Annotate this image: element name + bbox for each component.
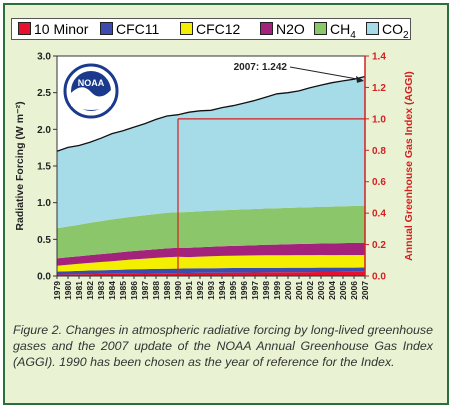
x-tick-label: 1983 bbox=[96, 281, 106, 300]
x-tick-label: 1987 bbox=[140, 281, 150, 300]
legend-swatch-co2 bbox=[366, 22, 379, 35]
x-tick-label: 1994 bbox=[217, 281, 227, 300]
noaa-logo: NOAA bbox=[62, 62, 120, 120]
legend-label-n2o: N2O bbox=[276, 21, 305, 37]
legend-label-cfc11: CFC11 bbox=[116, 21, 160, 37]
left-tick-label: 0.5 bbox=[37, 235, 51, 246]
right-tick-label: 0.8 bbox=[372, 146, 386, 157]
x-tick-label: 1997 bbox=[250, 281, 260, 300]
x-tick-label: 2006 bbox=[349, 281, 359, 300]
x-tick-label: 2003 bbox=[316, 281, 326, 300]
x-tick-label: 1984 bbox=[107, 281, 117, 300]
noaa-bird-icon bbox=[71, 87, 111, 110]
legend-swatch-cfc11 bbox=[100, 22, 113, 35]
figure-caption: Figure 2. Changes in atmospheric radiati… bbox=[13, 323, 433, 369]
legend-item-10-minor: 10 Minor bbox=[18, 21, 88, 37]
x-tick-label: 1982 bbox=[85, 281, 95, 300]
chart-legend: 10 Minor CFC11 CFC12 N2O CH4 CO2 bbox=[11, 18, 411, 41]
legend-item-co2: CO2 bbox=[366, 21, 409, 41]
left-tick-label: 2.5 bbox=[37, 88, 51, 99]
x-tick-label: 1985 bbox=[118, 281, 128, 300]
right-tick-label: 0.6 bbox=[372, 177, 386, 188]
area-ch4 bbox=[57, 205, 365, 259]
legend-label-cfc12: CFC12 bbox=[196, 21, 241, 37]
left-tick-label: 1.0 bbox=[37, 198, 51, 209]
legend-swatch-ch4 bbox=[314, 22, 327, 35]
right-tick-label: 1.0 bbox=[372, 114, 386, 125]
x-tick-label: 2005 bbox=[338, 281, 348, 300]
x-tick-label: 1991 bbox=[184, 281, 194, 300]
x-tick-label: 1999 bbox=[272, 281, 282, 300]
right-tick-label: 0.4 bbox=[372, 209, 386, 220]
x-tick-label: 2002 bbox=[305, 281, 315, 300]
x-tick-label: 2001 bbox=[294, 281, 304, 300]
left-tick-label: 2.0 bbox=[37, 125, 51, 136]
right-tick-label: 1.4 bbox=[372, 52, 386, 63]
area-cfc12 bbox=[57, 255, 365, 272]
x-tick-label: 1981 bbox=[74, 281, 84, 300]
total-forcing-line bbox=[56, 75, 366, 152]
annotation-label: 2007: 1.242 bbox=[234, 62, 288, 73]
right-tick-label: 0.0 bbox=[372, 272, 386, 283]
x-tick-label: 2007 bbox=[360, 281, 370, 300]
area-cfc11 bbox=[57, 267, 365, 275]
legend-label-10-minor: 10 Minor bbox=[34, 21, 89, 37]
right-axis-title: Annual Greenhouse Gas Index (AGGI) bbox=[403, 71, 415, 261]
x-tick-label: 1980 bbox=[63, 281, 73, 300]
legend-item-ch4: CH4 bbox=[314, 21, 356, 41]
x-tick-label: 1996 bbox=[239, 281, 249, 300]
right-tick-label: 1.2 bbox=[372, 83, 386, 94]
legend-label-ch4: CH4 bbox=[330, 21, 356, 41]
legend-swatch-10-minor bbox=[18, 22, 31, 35]
left-tick-label: 0.0 bbox=[37, 272, 51, 283]
x-tick-label: 2000 bbox=[283, 281, 293, 300]
noaa-logo-text: NOAA bbox=[78, 78, 105, 88]
annotation-arrow-line bbox=[289, 66, 363, 81]
area-n2o bbox=[57, 242, 365, 266]
right-tick-label: 0.2 bbox=[372, 240, 386, 251]
legend-swatch-cfc12 bbox=[180, 22, 193, 35]
x-tick-label: 1998 bbox=[261, 281, 271, 300]
left-tick-label: 3.0 bbox=[37, 52, 51, 63]
x-tick-label: 1992 bbox=[195, 281, 205, 300]
legend-swatch-n2o bbox=[260, 22, 273, 35]
x-tick-label: 1986 bbox=[129, 281, 139, 300]
left-axis-title: Radiative Forcing (W m⁻²) bbox=[14, 101, 26, 230]
x-tick-label: 1990 bbox=[173, 281, 183, 300]
x-tick-label: 2004 bbox=[327, 281, 337, 300]
legend-item-n2o: N2O bbox=[260, 21, 305, 37]
x-tick-label: 1989 bbox=[162, 281, 172, 300]
area-co2 bbox=[57, 76, 365, 229]
x-tick-label: 1979 bbox=[52, 281, 62, 300]
left-tick-label: 1.5 bbox=[37, 162, 51, 173]
legend-item-cfc12: CFC12 bbox=[180, 21, 240, 37]
x-tick-label: 1988 bbox=[151, 281, 161, 300]
annotation-arrowhead bbox=[356, 75, 364, 83]
legend-label-co2: CO2 bbox=[382, 21, 409, 41]
legend-item-cfc11: CFC11 bbox=[100, 21, 159, 37]
x-tick-label: 1995 bbox=[228, 281, 238, 300]
area-10-minor bbox=[57, 271, 365, 276]
x-tick-label: 1993 bbox=[206, 281, 216, 300]
